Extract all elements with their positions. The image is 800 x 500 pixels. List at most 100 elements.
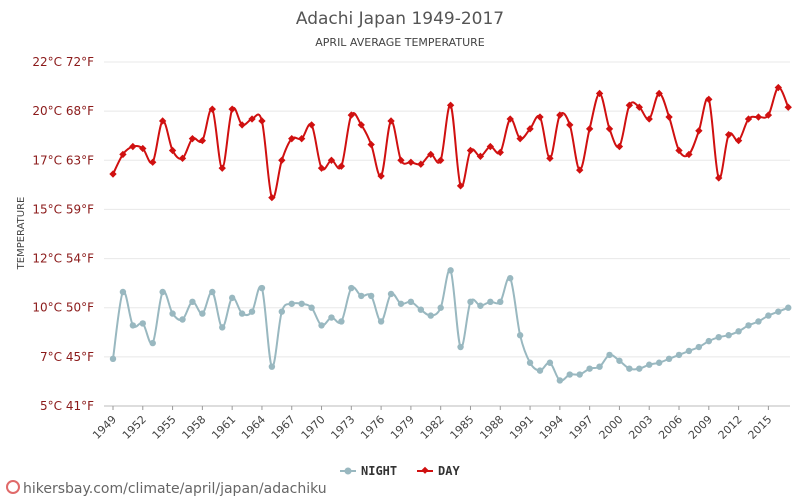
night-point — [616, 357, 623, 364]
night-point — [437, 304, 444, 311]
day-point — [238, 121, 246, 129]
night-point — [665, 355, 673, 363]
day-point — [109, 170, 117, 178]
day-point — [645, 115, 653, 123]
day-point — [734, 136, 743, 145]
x-tick-label: 1955 — [150, 413, 179, 442]
day-point — [268, 193, 276, 202]
x-tick-label: 1973 — [328, 413, 357, 442]
night-point — [715, 334, 722, 341]
night-point — [516, 332, 524, 339]
x-tick-label: 1982 — [418, 413, 447, 442]
night-point — [298, 300, 305, 307]
y-tick-label: 17°C 63°F — [32, 153, 94, 167]
night-point — [159, 288, 166, 296]
night-point — [675, 351, 683, 359]
night-point — [586, 365, 593, 372]
day-point — [437, 156, 445, 164]
night-point — [377, 318, 385, 325]
day-point — [496, 148, 504, 157]
footer-link[interactable]: hikersbay.com/climate/april/japan/adachi… — [6, 480, 327, 497]
night-point — [695, 343, 703, 351]
day-point — [278, 156, 286, 164]
night-point — [755, 318, 762, 325]
day-point — [188, 134, 197, 143]
night-point — [705, 337, 712, 345]
day-point — [665, 113, 673, 121]
y-tick-label: 5°C 41°F — [40, 399, 94, 413]
day-point — [784, 103, 792, 111]
night-point — [219, 324, 226, 331]
chart-title: Adachi Japan 1949-2017 — [296, 9, 504, 29]
night-point — [238, 310, 246, 317]
night-point — [407, 298, 415, 306]
night-point — [308, 304, 315, 311]
day-point — [754, 113, 763, 121]
night-point — [348, 284, 355, 292]
day-point — [139, 144, 147, 153]
night-point — [735, 328, 742, 335]
night-point — [278, 308, 286, 315]
day-point — [248, 115, 256, 123]
night-point — [328, 314, 335, 321]
x-tick-labels: 1949 1952 1955 1958 1961 1964 1967 1970 1973 1976… — [90, 406, 775, 442]
night-point — [775, 308, 782, 315]
day-point — [407, 158, 415, 166]
legend-night-marker — [344, 467, 352, 475]
night-point — [139, 320, 146, 327]
night-point — [576, 371, 583, 378]
day-point — [297, 134, 306, 143]
day-point — [347, 111, 355, 119]
day-point — [526, 125, 534, 133]
x-tick-label: 2015 — [746, 413, 775, 442]
legend-item-night[interactable]: NIGHT — [340, 464, 397, 478]
day-point — [158, 117, 167, 125]
x-tick-label: 1988 — [477, 413, 506, 442]
night-point — [606, 351, 613, 359]
x-tick-label: 1967 — [269, 413, 298, 442]
legend-night-label: NIGHT — [361, 464, 397, 478]
legend[interactable]: NIGHT DAY — [340, 464, 460, 478]
night-point — [258, 284, 266, 292]
night-point — [655, 359, 663, 366]
legend-item-day[interactable]: DAY — [417, 464, 460, 478]
day-point — [337, 162, 346, 170]
day-point — [605, 125, 614, 133]
grid-lines — [104, 61, 790, 407]
night-point — [626, 365, 633, 372]
day-point — [724, 131, 733, 139]
day-point — [357, 121, 365, 129]
x-tick-label: 1994 — [537, 413, 566, 442]
x-tick-label: 2003 — [626, 413, 655, 442]
day-point — [387, 117, 395, 125]
y-axis-label: TEMPERATURE — [16, 197, 27, 271]
day-point — [695, 127, 703, 135]
x-tick-label: 1958 — [179, 413, 208, 442]
day-point — [208, 105, 216, 113]
night-line — [112, 268, 789, 382]
night-point — [596, 363, 603, 370]
day-point — [576, 166, 584, 174]
y-tick-label: 12°C 54°F — [32, 252, 94, 266]
x-tick-label: 1970 — [299, 413, 328, 442]
day-point — [367, 140, 375, 149]
night-point — [536, 367, 544, 374]
night-point — [169, 310, 176, 317]
night-point — [397, 300, 405, 307]
x-tick-label: 1979 — [388, 413, 417, 442]
x-tick-label: 1961 — [209, 413, 238, 442]
x-tick-label: 1964 — [239, 413, 268, 442]
x-tick-label: 1991 — [507, 413, 536, 442]
night-point — [467, 298, 474, 306]
night-point — [228, 294, 236, 302]
x-tick-label: 2009 — [686, 413, 715, 442]
night-point — [685, 347, 693, 355]
y-tick-label: 15°C 59°F — [32, 202, 94, 216]
y-tick-label: 7°C 45°F — [40, 350, 94, 364]
night-point — [149, 339, 156, 347]
night-point — [129, 322, 137, 329]
night-point — [745, 322, 752, 329]
day-point — [218, 164, 226, 172]
day-point — [536, 113, 544, 121]
